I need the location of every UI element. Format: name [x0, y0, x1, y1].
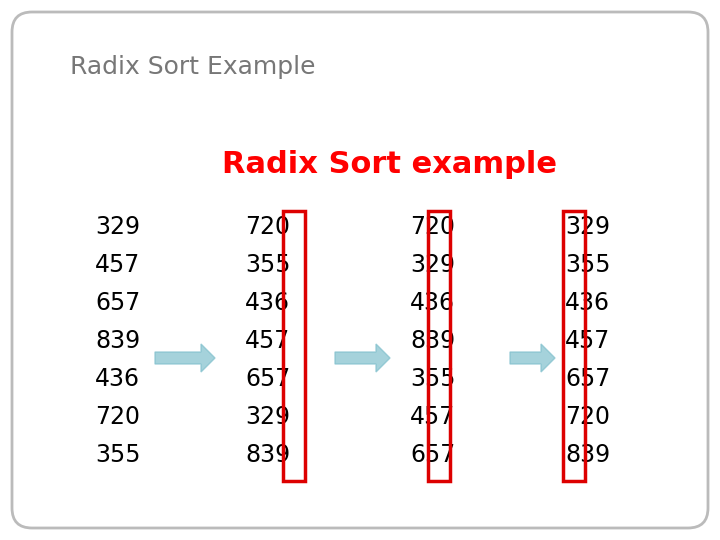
Text: 839: 839: [95, 329, 140, 353]
Text: 839: 839: [245, 443, 290, 467]
Text: 329: 329: [95, 215, 140, 239]
Text: 329: 329: [565, 215, 610, 239]
Text: 436: 436: [410, 291, 455, 315]
FancyBboxPatch shape: [12, 12, 708, 528]
Text: 657: 657: [245, 367, 290, 391]
Text: 436: 436: [565, 291, 610, 315]
Text: 355: 355: [95, 443, 140, 467]
Text: 657: 657: [565, 367, 611, 391]
Text: 839: 839: [565, 443, 610, 467]
Text: 436: 436: [95, 367, 140, 391]
Text: 657: 657: [95, 291, 140, 315]
Bar: [563, 211, 585, 481]
Text: 457: 457: [95, 253, 140, 277]
Bar: [428, 211, 450, 481]
Text: Radix Sort Example: Radix Sort Example: [70, 55, 315, 79]
Text: 457: 457: [565, 329, 611, 353]
Text: 720: 720: [410, 215, 455, 239]
Text: 657: 657: [410, 443, 455, 467]
Text: 436: 436: [245, 291, 290, 315]
Text: Radix Sort example: Radix Sort example: [222, 150, 557, 179]
Text: 839: 839: [410, 329, 455, 353]
Text: 720: 720: [95, 405, 140, 429]
Bar: [283, 211, 305, 481]
Text: 329: 329: [410, 253, 455, 277]
Text: 720: 720: [245, 215, 290, 239]
Polygon shape: [510, 344, 555, 372]
Polygon shape: [155, 344, 215, 372]
Text: 355: 355: [410, 367, 456, 391]
Polygon shape: [335, 344, 390, 372]
Text: 457: 457: [245, 329, 290, 353]
Text: 355: 355: [565, 253, 611, 277]
Text: 329: 329: [245, 405, 290, 429]
Text: 720: 720: [565, 405, 610, 429]
Text: 457: 457: [410, 405, 455, 429]
Text: 355: 355: [245, 253, 290, 277]
